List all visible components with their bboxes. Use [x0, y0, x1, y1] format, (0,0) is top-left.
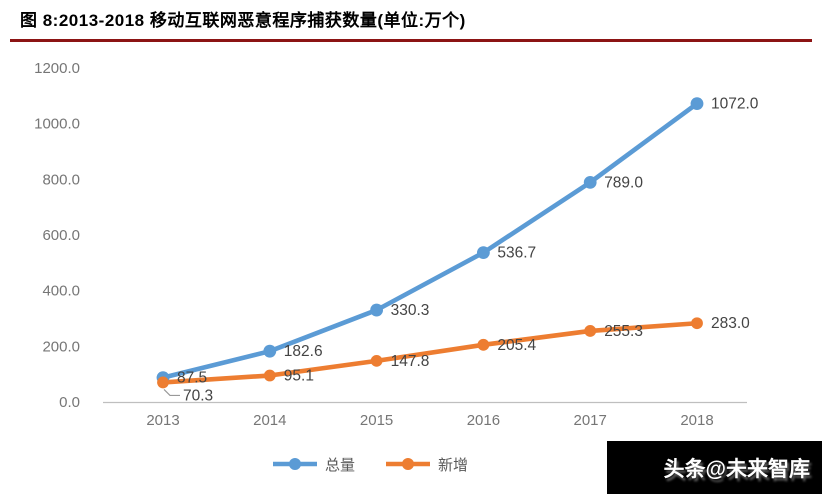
series-line-0	[160, 101, 700, 380]
data-label: 330.3	[391, 302, 430, 319]
x-tick-label: 2017	[574, 412, 607, 429]
y-tick-label: 1000.0	[34, 116, 80, 133]
y-tick-label: 1200.0	[34, 60, 80, 77]
data-label: 205.4	[497, 337, 536, 354]
x-tick-label: 2016	[467, 412, 500, 429]
data-label: 147.8	[391, 353, 430, 370]
data-label: 95.1	[284, 368, 314, 385]
chart-title: 图 8:2013-2018 移动互联网恶意程序捕获数量(单位:万个)	[20, 11, 466, 30]
data-label: 1072.0	[711, 96, 759, 113]
data-label: 182.6	[284, 343, 323, 360]
x-tick-label: 2014	[253, 412, 286, 429]
data-point	[691, 317, 703, 330]
data-label: 283.0	[711, 315, 750, 332]
legend-label-new: 新增	[438, 456, 469, 474]
data-point	[584, 325, 597, 337]
y-tick-label: 400.0	[42, 283, 80, 300]
data-point	[583, 175, 597, 189]
x-tick-label: 2018	[680, 412, 713, 429]
series-line-1	[160, 320, 700, 385]
data-point	[263, 344, 277, 358]
legend: 总量 新增	[0, 451, 740, 477]
data-point	[370, 303, 383, 317]
data-label: 536.7	[497, 245, 536, 262]
watermark-badge: 头条@未来智库	[607, 441, 822, 494]
x-tick-label: 2015	[360, 412, 393, 429]
label-leader-line	[163, 389, 180, 397]
data-label: 70.3	[183, 387, 213, 404]
data-point	[477, 246, 490, 260]
legend-marker-new-icon	[386, 458, 430, 470]
line-chart: 0.0 200.0 400.0 600.0 800.0 1000.0 1200.0 2013 2…	[34, 60, 759, 429]
data-point	[370, 354, 383, 367]
y-tick-label: 0.0	[59, 394, 80, 411]
y-tick-label: 200.0	[42, 338, 80, 355]
data-point	[263, 369, 276, 382]
y-tick-label: 600.0	[42, 227, 80, 244]
data-point	[157, 376, 169, 389]
data-label: 255.3	[604, 323, 643, 340]
x-tick-label: 2013	[146, 412, 179, 429]
legend-marker-total-icon	[272, 458, 317, 470]
data-label: 789.0	[604, 174, 643, 191]
watermark-text: 头条@未来智库	[663, 457, 810, 481]
title-underline	[10, 39, 812, 42]
data-point	[477, 338, 490, 351]
y-tick-label: 800.0	[42, 171, 80, 188]
legend-label-total: 总量	[324, 456, 355, 474]
legend-item-total[interactable]: 总量	[272, 454, 355, 475]
legend-item-new[interactable]: 新增	[385, 454, 468, 475]
data-point	[690, 97, 704, 111]
data-label: 87.5	[177, 370, 207, 387]
